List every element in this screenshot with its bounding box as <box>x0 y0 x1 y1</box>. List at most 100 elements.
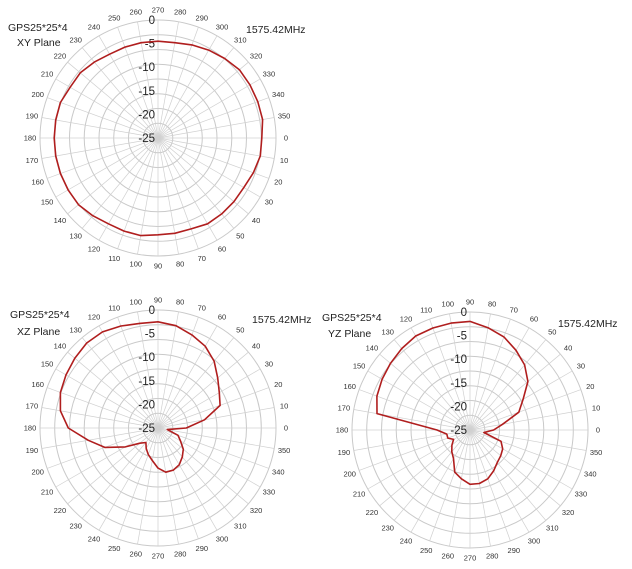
angle-tick-label: 160 <box>31 380 44 389</box>
angle-tick-label: 300 <box>216 23 229 32</box>
angle-tick-label: 250 <box>108 544 121 553</box>
grid-spoke <box>157 427 275 449</box>
chart-title: GPS25*25*4 <box>8 22 68 34</box>
angle-tick-label: 50 <box>236 232 244 241</box>
frequency-label: 1575.42MHz <box>252 314 312 326</box>
grid-spoke <box>157 387 270 429</box>
grid-spoke <box>393 339 471 431</box>
grid-spoke <box>469 353 561 431</box>
angle-tick-label: 340 <box>272 467 285 476</box>
grid-spoke <box>469 389 582 431</box>
grid-spoke <box>117 316 159 429</box>
angle-tick-label: 190 <box>338 448 351 457</box>
grid-spoke <box>157 137 179 255</box>
angle-tick-label: 180 <box>24 424 37 433</box>
angle-tick-label: 170 <box>26 156 39 165</box>
angle-tick-label: 30 <box>265 198 273 207</box>
angle-tick-label: 160 <box>31 177 44 186</box>
radial-tick-label: 0 <box>149 305 155 317</box>
angle-tick-label: 270 <box>464 554 477 563</box>
grid-spoke <box>46 137 159 179</box>
angle-tick-label: 340 <box>272 90 285 99</box>
grid-spoke <box>469 339 547 431</box>
grid-spoke <box>157 427 218 531</box>
angle-tick-label: 310 <box>234 36 247 45</box>
grid-spoke <box>157 21 179 139</box>
angle-tick-label: 160 <box>343 382 356 391</box>
radiation-pattern-trace <box>376 320 529 486</box>
angle-tick-label: 300 <box>528 537 541 546</box>
grid-spoke <box>353 429 471 451</box>
grid-spoke <box>358 429 471 471</box>
grid-spoke <box>137 427 159 545</box>
angle-tick-label: 220 <box>54 51 67 60</box>
grid-spoke <box>469 429 547 521</box>
grid-spoke <box>469 429 582 471</box>
angle-tick-label: 280 <box>486 552 499 561</box>
angle-tick-label: 210 <box>41 488 54 497</box>
angle-tick-label: 350 <box>278 446 291 455</box>
grid-spoke <box>81 137 159 229</box>
angle-tick-label: 60 <box>530 315 538 324</box>
grid-spoke <box>157 47 235 139</box>
angle-tick-label: 250 <box>420 546 433 555</box>
angle-tick-label: 80 <box>176 260 184 269</box>
angle-tick-label: 0 <box>284 134 288 143</box>
grid-spoke <box>393 429 471 521</box>
grid-spoke <box>67 61 159 139</box>
angle-tick-label: 130 <box>69 326 82 335</box>
angle-tick-label: 140 <box>54 341 67 350</box>
angle-tick-label: 100 <box>442 300 455 309</box>
grid-spoke <box>469 327 530 431</box>
angle-tick-label: 100 <box>130 260 143 269</box>
radial-tick-label: 0 <box>461 307 467 319</box>
radial-tick-label: -5 <box>145 39 155 51</box>
radial-tick-labels: 0 -5 -10 -15 -20 -25 <box>450 307 467 437</box>
grid-spoke <box>157 117 275 139</box>
angle-tick-label: 10 <box>592 403 600 412</box>
angle-tick-label: 20 <box>274 177 282 186</box>
grid-spoke <box>157 137 270 179</box>
radial-tick-labels: 0 -5 -10 -15 -20 -25 <box>138 15 155 145</box>
radial-tick-label: -10 <box>138 352 155 364</box>
grid-spoke <box>157 351 249 429</box>
angle-tick-label: 240 <box>88 23 101 32</box>
radial-tick-label: -20 <box>138 399 155 411</box>
grid-spoke <box>67 427 159 505</box>
angle-tick-label: 260 <box>442 552 455 561</box>
grid-spoke <box>157 97 270 139</box>
radial-tick-label: -15 <box>450 378 467 390</box>
angle-tick-label: 230 <box>69 36 82 45</box>
radial-tick-label: -5 <box>145 329 155 341</box>
grid-spoke <box>46 387 159 429</box>
frequency-label: 1575.42MHz <box>558 318 618 330</box>
grid-spoke <box>46 97 159 139</box>
chart-title: GPS25*25*4 <box>10 309 70 321</box>
grid-spoke <box>157 78 261 139</box>
angle-tick-label: 230 <box>69 522 82 531</box>
angle-tick-label: 330 <box>263 488 276 497</box>
radial-tick-label: -5 <box>457 331 467 343</box>
angle-tick-label: 320 <box>250 51 263 60</box>
angle-tick-label: 280 <box>174 8 187 17</box>
grid-spoke <box>55 78 159 139</box>
grid-spoke <box>353 409 471 431</box>
angle-tick-label: 50 <box>548 328 556 337</box>
angle-tick-label: 270 <box>152 552 165 561</box>
frequency-label: 1575.42MHz <box>246 24 306 36</box>
polar-chart-xz-plane: 90 80706050403020100350340330320310300290… <box>10 296 312 561</box>
angle-tick-label: 140 <box>54 216 67 225</box>
grid-spoke <box>429 318 471 431</box>
radial-tick-label: 0 <box>149 15 155 27</box>
grid-spoke <box>81 337 159 429</box>
grid-spoke <box>55 137 159 198</box>
grid-spoke <box>410 327 471 431</box>
grid-spoke <box>117 26 159 139</box>
grid-spoke <box>55 427 159 488</box>
grid-spoke <box>98 427 159 531</box>
grid-spoke <box>469 409 587 431</box>
angle-tick-label: 210 <box>41 70 54 79</box>
angle-tick-label: 40 <box>564 343 572 352</box>
grid-spoke <box>157 311 179 429</box>
